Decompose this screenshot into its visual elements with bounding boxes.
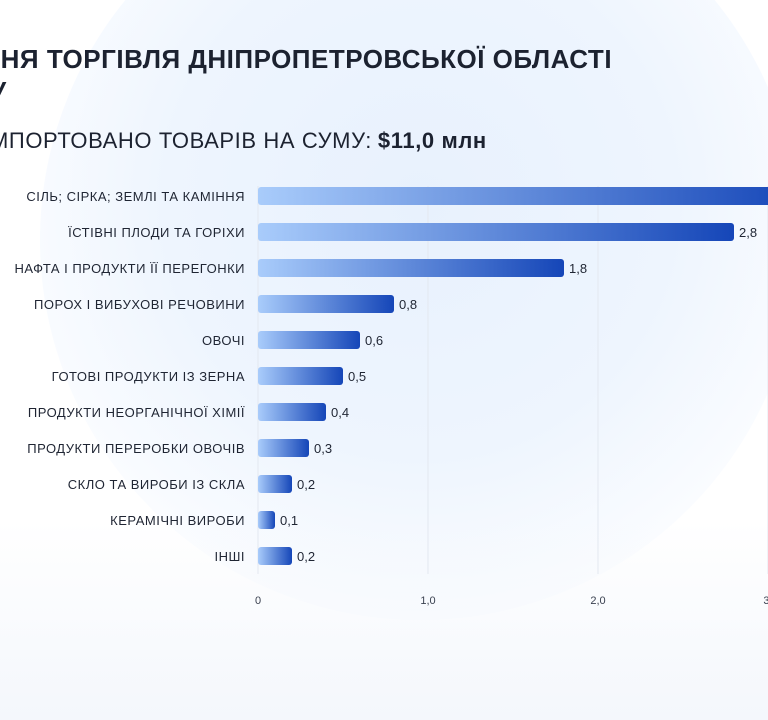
category-label: ЇСТІВНІ ПЛОДИ ТА ГОРІХИ (68, 225, 245, 240)
value-label: 0,5 (348, 369, 366, 384)
chart-title: ШНЯ ТОРГІВЛЯ ДНІПРОПЕТРОВСЬКОЇ ОБЛАСТІ (0, 44, 613, 74)
bar (258, 331, 360, 349)
value-label: 0,4 (331, 405, 349, 420)
value-label: 2,8 (739, 225, 757, 240)
category-label: ПРОДУКТИ ПЕРЕРОБКИ ОВОЧІВ (27, 441, 245, 456)
value-label: 0,3 (314, 441, 332, 456)
value-label: 0,1 (280, 513, 298, 528)
category-label: ПРОДУКТИ НЕОРГАНІЧНОЇ ХІМІЇ (28, 405, 245, 420)
bar (258, 511, 275, 529)
background-glow (40, 0, 768, 620)
category-label: НАФТА І ПРОДУКТИ ЇЇ ПЕРЕГОНКИ (15, 261, 245, 276)
bar (258, 259, 564, 277)
category-label: СІЛЬ; СІРКА; ЗЕМЛІ ТА КАМІННЯ (26, 189, 245, 204)
bar (258, 295, 394, 313)
category-label: ПОРОХ І ВИБУХОВІ РЕЧОВИНИ (34, 297, 245, 312)
bar (258, 403, 326, 421)
chart-title-line2: У (0, 76, 6, 107)
category-label: СКЛО ТА ВИРОБИ ІЗ СКЛА (68, 477, 245, 492)
bar (258, 547, 292, 565)
value-label: 1,8 (569, 261, 587, 276)
bar (258, 367, 343, 385)
value-label: 0,2 (297, 549, 315, 564)
bar (258, 439, 309, 457)
background-fade (0, 520, 768, 720)
bar (258, 223, 734, 241)
category-label: КЕРАМІЧНІ ВИРОБИ (110, 513, 245, 528)
labels: 0 1,0 2,0 3, СІЛЬ; СІРКА; ЗЕМЛІ ТА КАМІННЯ ЇС… (15, 189, 768, 607)
subtitle-prefix: МПОРТОВАНО ТОВАРІВ НА СУМУ: (0, 128, 372, 153)
bar (258, 475, 292, 493)
value-label: 0,2 (297, 477, 315, 492)
x-tick-label: 2,0 (590, 595, 605, 607)
subtitle-sum: $11,0 млн (377, 128, 487, 153)
bars (258, 187, 768, 565)
x-tick-label: 0 (255, 595, 261, 607)
category-label: ОВОЧІ (202, 333, 245, 348)
value-label: 0,8 (399, 297, 417, 312)
category-label: ІНШІ (214, 549, 245, 564)
chart-subtitle: МПОРТОВАНО ТОВАРІВ НА СУМУ: $11,0 млн (0, 128, 487, 154)
x-tick-label: 1,0 (420, 595, 435, 607)
value-label: 0,6 (365, 333, 383, 348)
x-tick-label: 3, (763, 595, 768, 607)
bar (258, 187, 768, 205)
category-label: ГОТОВІ ПРОДУКТИ ІЗ ЗЕРНА (52, 369, 245, 384)
